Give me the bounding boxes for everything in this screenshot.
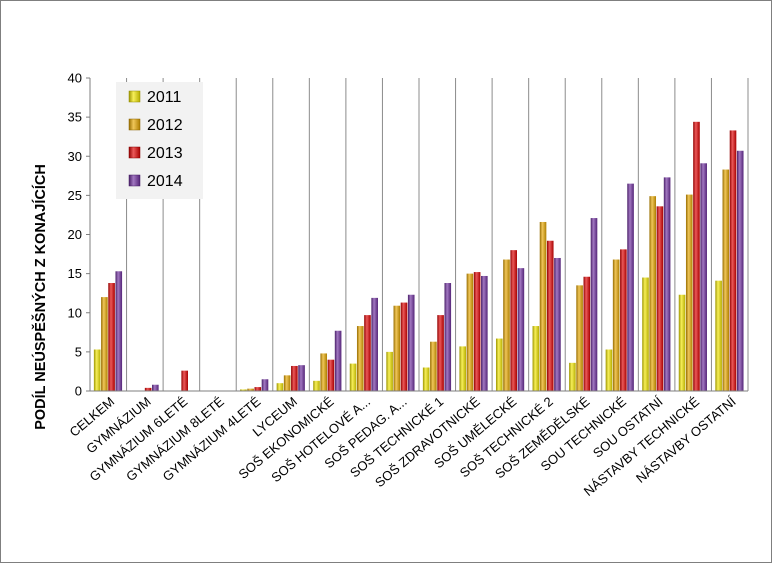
bar-2014-0	[115, 271, 123, 391]
bar-2013-9	[437, 315, 444, 391]
bar-2013-6	[327, 359, 335, 391]
bar-2014-17	[736, 150, 744, 391]
bar-2012-17	[722, 169, 730, 391]
legend-swatch-2014	[128, 174, 141, 187]
bar-2011-7	[349, 363, 357, 391]
legend-swatch-2013	[128, 146, 141, 159]
bars	[93, 121, 744, 392]
y-tick-label: 40	[68, 71, 82, 86]
bar-2011-17	[715, 280, 722, 391]
bar-2013-17	[729, 130, 737, 391]
bar-2012-10	[466, 273, 474, 392]
bar-2012-16	[685, 194, 693, 391]
bar-2012-11	[503, 259, 510, 391]
bar-2012-14	[612, 259, 620, 391]
bar-2013-16	[693, 121, 700, 391]
bar-2013-4	[254, 387, 262, 391]
bar-2013-1	[144, 387, 152, 391]
bar-2012-4	[247, 388, 254, 391]
bar-2013-8	[400, 302, 408, 391]
bar-2011-5	[276, 383, 284, 391]
bar-2012-5	[283, 375, 291, 391]
bar-2012-12	[539, 221, 547, 391]
bar-2012-7	[356, 326, 364, 391]
bar-2013-2	[181, 370, 188, 391]
bar-2014-1	[152, 384, 159, 391]
bar-2011-8	[386, 351, 393, 392]
gridlines	[89, 78, 749, 391]
bar-2013-11	[510, 250, 517, 391]
legend-swatch-2012	[128, 118, 141, 131]
bar-2011-10	[459, 346, 467, 391]
legend: 2011 2012 2013 2014	[116, 82, 203, 199]
bar-2013-10	[473, 272, 481, 391]
y-tick-label: 20	[68, 227, 82, 242]
bar-2011-9	[422, 367, 430, 391]
bar-2014-7	[371, 297, 378, 391]
y-axis-label: PODÍL NEÚSPĚŠNÝCH Z KONAJÍCÍCH	[31, 164, 49, 430]
bar-2013-14	[620, 249, 627, 391]
bar-2013-13	[583, 276, 591, 391]
bar-2011-6	[313, 380, 320, 391]
bar-2012-8	[393, 305, 401, 391]
bar-2011-0	[93, 349, 101, 391]
legend-label-2012: 2012	[147, 117, 183, 134]
y-tick-label: 15	[68, 266, 82, 281]
bar-2014-11	[517, 268, 525, 391]
bar-2012-0	[101, 297, 108, 391]
legend-label-2014: 2014	[147, 173, 183, 190]
y-tick-label: 30	[68, 149, 82, 164]
legend-label-2011: 2011	[147, 89, 182, 106]
bar-2014-16	[700, 163, 707, 391]
bar-2013-5	[291, 365, 298, 391]
bar-2014-5	[298, 365, 305, 391]
y-tick-labels: 0 5 10 15 20 25 30 35 40	[68, 71, 82, 399]
legend-label-2013: 2013	[147, 145, 183, 162]
bar-2014-10	[481, 275, 488, 391]
bar-2011-12	[532, 326, 540, 391]
bar-2014-8	[407, 294, 415, 391]
bar-2011-4	[240, 389, 247, 391]
y-tick-label: 5	[75, 344, 82, 359]
bar-2012-13	[576, 285, 583, 391]
y-tick-label: 25	[68, 188, 82, 203]
bar-2012-6	[320, 353, 328, 391]
bar-2011-11	[495, 338, 503, 391]
bar-2011-16	[678, 294, 686, 391]
bar-2012-9	[430, 341, 437, 391]
bar-2011-15	[642, 277, 649, 391]
bar-2014-6	[334, 330, 342, 391]
bar-2014-13	[590, 218, 598, 391]
axes	[86, 77, 748, 392]
bar-2014-4	[261, 379, 269, 391]
y-tick-label: 35	[68, 110, 82, 125]
y-tick-label: 0	[75, 384, 82, 399]
bar-2011-13	[569, 362, 576, 391]
bar-2014-9	[444, 283, 452, 391]
bar-2013-0	[108, 283, 115, 391]
bar-2013-15	[656, 206, 664, 391]
bar-2011-14	[605, 349, 613, 391]
bar-2013-7	[364, 315, 371, 391]
bar-2014-14	[627, 183, 634, 391]
bar-2013-12	[546, 240, 554, 391]
bar-2014-12	[554, 257, 561, 391]
y-tick-label: 10	[68, 305, 82, 320]
legend-swatch-2011	[128, 90, 141, 103]
bar-2014-15	[663, 177, 671, 391]
bar-2012-15	[649, 196, 657, 391]
